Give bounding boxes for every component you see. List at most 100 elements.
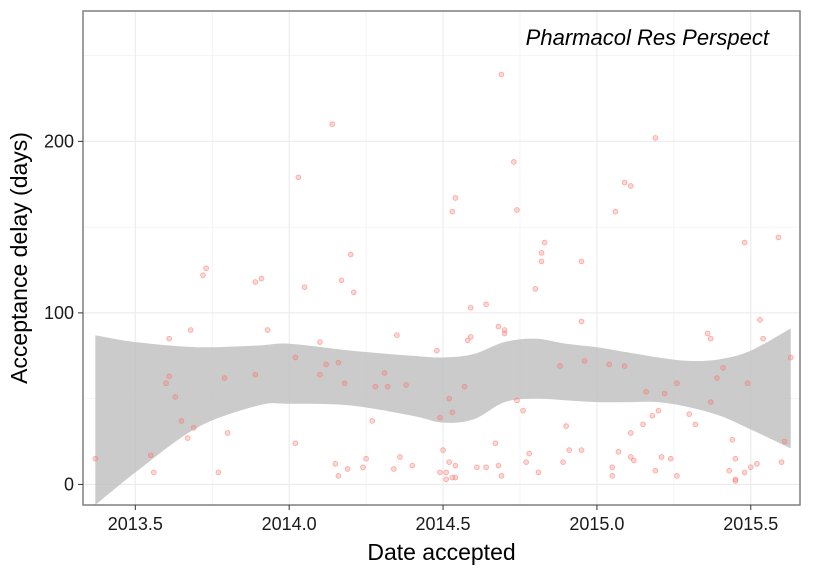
data-point (652, 467, 659, 474)
data-point (467, 334, 474, 340)
data-point (640, 421, 646, 428)
x-tick-label: 2014.5 (416, 514, 471, 534)
data-point (381, 370, 388, 376)
confidence-band-layer (95, 328, 791, 505)
data-point (461, 383, 468, 390)
data-point (335, 359, 342, 366)
data-point (523, 459, 529, 465)
data-point (581, 358, 588, 364)
data-point (609, 464, 616, 471)
data-point (526, 450, 533, 457)
data-point (335, 473, 342, 479)
data-point (295, 174, 302, 181)
data-point (474, 464, 480, 471)
data-point (707, 335, 714, 342)
data-point (732, 478, 739, 484)
data-point (317, 371, 323, 378)
data-point (606, 361, 613, 368)
data-points (92, 71, 794, 484)
data-point (661, 390, 668, 397)
data-point (775, 234, 782, 241)
data-point (732, 455, 739, 462)
data-point (498, 473, 505, 479)
data-point (501, 327, 508, 333)
data-point (360, 464, 366, 471)
data-point (578, 258, 585, 265)
data-point (363, 455, 369, 462)
data-point (178, 418, 185, 424)
data-point (514, 207, 520, 213)
data-point (627, 430, 634, 436)
data-point (150, 469, 157, 476)
data-point (437, 414, 443, 421)
x-axis: 2013.5 2014.0 2014.5 2015.0 2015.5 (108, 505, 778, 534)
x-tick-label: 2015.5 (723, 514, 778, 534)
data-point (409, 462, 416, 469)
data-point (631, 457, 637, 464)
data-point (754, 461, 760, 467)
data-point (744, 380, 751, 387)
data-point (446, 459, 452, 465)
data-point (566, 447, 573, 453)
data-point (492, 440, 499, 447)
data-point (391, 466, 397, 472)
data-point (658, 454, 665, 460)
data-point (403, 382, 409, 388)
journal-annotation: Pharmacol Res Perspect (526, 25, 770, 50)
data-point (384, 383, 391, 390)
data-point (741, 239, 748, 246)
data-point (147, 452, 154, 459)
data-point (760, 335, 766, 342)
data-point (292, 440, 299, 447)
data-point (707, 399, 714, 405)
data-point (557, 363, 563, 369)
data-point (704, 330, 711, 337)
data-point (674, 473, 680, 479)
data-point (787, 354, 794, 361)
data-point (221, 375, 228, 381)
data-point (732, 476, 739, 483)
data-point (612, 208, 619, 215)
data-point (615, 449, 622, 455)
data-point (172, 394, 179, 400)
data-point (692, 421, 699, 428)
data-point (649, 413, 656, 419)
data-point (329, 121, 336, 128)
data-point (350, 289, 357, 296)
data-point (714, 375, 720, 381)
data-point (187, 327, 194, 333)
data-point (163, 380, 169, 387)
data-point (224, 430, 231, 436)
data-point (778, 459, 785, 465)
data-point (301, 284, 308, 290)
data-point (446, 395, 452, 402)
data-point (538, 258, 545, 265)
data-point (317, 339, 323, 345)
y-tick-label: 200 (44, 131, 74, 151)
plot-border (82, 10, 801, 506)
data-point (372, 383, 379, 390)
data-point (252, 371, 259, 378)
data-point (627, 183, 634, 189)
data-point (781, 438, 788, 445)
y-tick-label: 0 (64, 474, 74, 494)
data-point (729, 437, 736, 443)
data-point (200, 272, 206, 278)
data-point (483, 301, 489, 308)
data-point (495, 323, 502, 330)
data-point (443, 469, 449, 476)
data-point (452, 474, 459, 481)
data-point (252, 279, 259, 285)
data-point (541, 239, 548, 246)
data-point (449, 208, 456, 215)
data-point (258, 275, 265, 282)
x-tick-label: 2013.5 (108, 514, 163, 534)
data-point (563, 423, 569, 429)
data-point (292, 354, 299, 361)
data-point (483, 464, 489, 471)
data-point (443, 476, 449, 483)
data-point (514, 397, 520, 404)
data-point (341, 380, 348, 387)
data-point (452, 462, 459, 469)
data-point (344, 466, 351, 472)
